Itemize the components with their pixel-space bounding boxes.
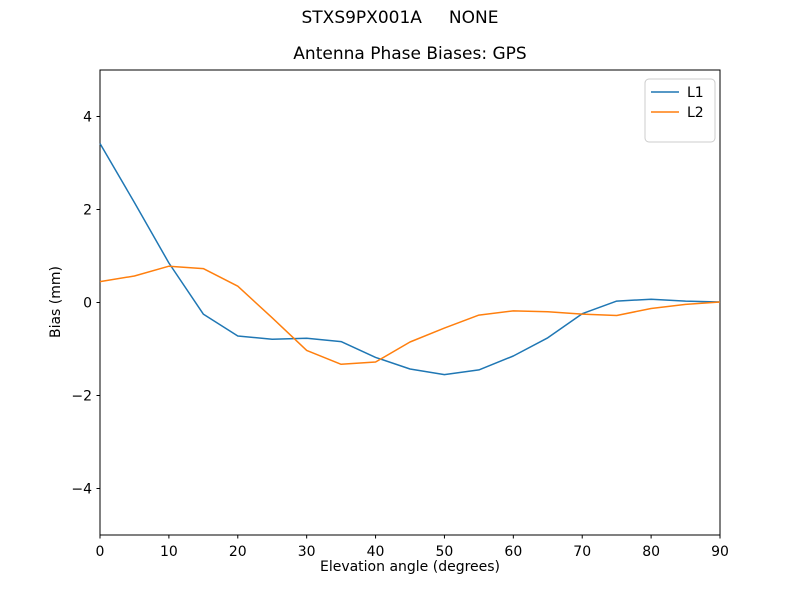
x-tick-label: 60: [504, 544, 522, 560]
y-tick-label: 4: [83, 110, 92, 126]
y-axis-label: Bias (mm): [48, 265, 64, 339]
figure-suptitle: STXS9PX001A NONE: [301, 8, 499, 28]
legend-label-l2: L2: [687, 105, 704, 121]
line-l2: [99, 265, 721, 366]
x-tick-label: 80: [642, 544, 660, 560]
x-tick-label: 10: [160, 544, 178, 560]
line-l1: [99, 143, 721, 376]
x-axis-label: Elevation angle (degrees): [319, 559, 501, 575]
x-axis-ticks: 0 10 20 30 40 50 60 70 80 90: [96, 535, 729, 560]
chart-title: Antenna Phase Biases: GPS: [293, 44, 527, 64]
y-axis-ticks: −4 −2 0 2 4: [71, 110, 100, 498]
y-tick-label: 0: [83, 296, 92, 312]
y-tick-label: 2: [83, 203, 92, 219]
x-tick-label: 30: [298, 544, 316, 560]
x-tick-label: 50: [436, 544, 454, 560]
plot-frame: [99, 69, 721, 536]
y-tick-label: −2: [71, 389, 92, 405]
legend-label-l1: L1: [687, 85, 704, 101]
x-tick-label: 20: [229, 544, 247, 560]
x-tick-label: 40: [367, 544, 385, 560]
y-tick-label: −4: [71, 482, 92, 498]
x-tick-label: 70: [573, 544, 591, 560]
x-tick-label: 90: [711, 544, 729, 560]
x-tick-label: 0: [96, 544, 105, 560]
legend-box: [644, 78, 716, 143]
data-series: [99, 143, 721, 376]
